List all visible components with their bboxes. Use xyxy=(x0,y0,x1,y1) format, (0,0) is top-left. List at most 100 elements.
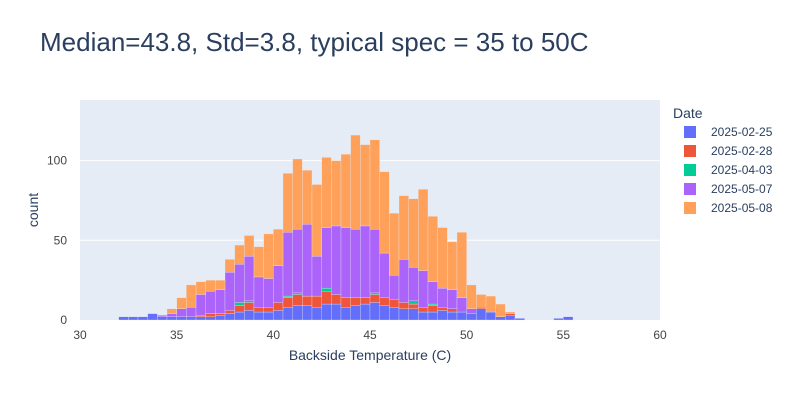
bar xyxy=(331,303,342,321)
bar xyxy=(485,311,496,321)
bar xyxy=(447,308,458,313)
legend-item-2025-05-07[interactable]: 2025-05-07 xyxy=(684,182,773,196)
bar xyxy=(331,225,342,295)
bar xyxy=(408,308,419,321)
bar xyxy=(292,294,303,306)
bar xyxy=(292,158,303,230)
bar xyxy=(379,297,390,306)
bar xyxy=(447,289,458,309)
bar xyxy=(447,241,458,290)
bar xyxy=(215,315,226,321)
y-tick-label: 50 xyxy=(54,233,68,247)
bar xyxy=(166,316,177,321)
bar xyxy=(157,316,168,321)
bar xyxy=(292,292,303,295)
bar xyxy=(253,307,264,313)
bar xyxy=(205,279,216,292)
bar xyxy=(311,295,322,308)
x-tick-label: 60 xyxy=(653,328,667,342)
bar xyxy=(234,264,245,303)
bar xyxy=(389,213,400,276)
x-axis: 30 35 40 45 50 55 60 xyxy=(73,328,667,342)
bar xyxy=(360,144,371,227)
y-tick-label: 100 xyxy=(47,154,67,168)
bar xyxy=(340,297,351,308)
x-tick-label: 35 xyxy=(170,328,184,342)
bar xyxy=(263,278,274,308)
bar xyxy=(408,303,419,309)
bar xyxy=(495,303,506,317)
bar xyxy=(321,291,332,305)
legend-label: 2025-05-08 xyxy=(711,201,773,215)
bar xyxy=(244,235,255,257)
bar xyxy=(282,297,293,308)
bar xyxy=(282,307,293,321)
legend-label: 2025-02-25 xyxy=(711,125,773,139)
bar xyxy=(302,295,313,306)
bar xyxy=(466,313,477,321)
bar xyxy=(389,299,400,308)
bar xyxy=(418,307,429,313)
bar xyxy=(253,246,264,278)
bar xyxy=(427,303,438,306)
bar xyxy=(166,308,177,314)
bar xyxy=(253,311,264,321)
bar xyxy=(340,307,351,321)
y-tick-label: 0 xyxy=(60,313,67,327)
bar xyxy=(205,316,216,321)
bar xyxy=(456,297,467,313)
bar xyxy=(340,154,351,228)
bar xyxy=(350,228,361,298)
bar xyxy=(389,307,400,321)
bar xyxy=(379,252,390,298)
bar xyxy=(157,315,168,317)
bar xyxy=(311,184,322,257)
bar xyxy=(282,232,293,297)
bar xyxy=(360,303,371,321)
legend-item-2025-05-08[interactable]: 2025-05-08 xyxy=(684,201,773,215)
bar xyxy=(466,284,477,309)
bar xyxy=(321,227,332,289)
bar xyxy=(224,259,235,273)
bar xyxy=(505,311,516,314)
bar xyxy=(234,305,245,313)
bar xyxy=(418,189,429,271)
bar xyxy=(195,316,206,321)
bar xyxy=(205,313,216,317)
bar xyxy=(321,287,332,292)
bar xyxy=(476,294,487,308)
bar xyxy=(234,302,245,306)
bar xyxy=(447,311,458,321)
legend-item-2025-02-25[interactable]: 2025-02-25 xyxy=(684,125,773,139)
bar xyxy=(379,171,390,254)
bar xyxy=(244,310,255,321)
bar xyxy=(321,303,332,321)
legend-swatch xyxy=(684,202,696,214)
bar xyxy=(137,316,148,321)
bar xyxy=(166,313,177,317)
bar xyxy=(244,302,255,311)
legend-item-2025-04-03[interactable]: 2025-04-03 xyxy=(684,163,773,177)
bar xyxy=(273,228,284,266)
bar xyxy=(215,279,226,290)
legend-item-2025-02-28[interactable]: 2025-02-28 xyxy=(684,144,773,158)
bar xyxy=(398,259,409,303)
bar xyxy=(514,318,525,321)
bar xyxy=(427,311,438,321)
bar xyxy=(476,308,487,321)
legend[interactable]: Date 2025-02-25 2025-02-28 2025-04-03 2025-… xyxy=(673,105,773,215)
bar xyxy=(234,311,245,321)
bar xyxy=(437,287,448,308)
bar xyxy=(360,225,371,298)
bar xyxy=(205,291,216,314)
x-tick-label: 40 xyxy=(267,328,281,342)
series-2025-02-25 xyxy=(118,302,574,321)
bar xyxy=(437,227,448,289)
bar xyxy=(369,292,380,295)
legend-swatch xyxy=(684,145,696,157)
bar xyxy=(398,195,409,260)
bar xyxy=(360,297,371,305)
bar xyxy=(418,311,429,321)
legend-label: 2025-02-28 xyxy=(711,144,773,158)
bar xyxy=(418,270,429,308)
